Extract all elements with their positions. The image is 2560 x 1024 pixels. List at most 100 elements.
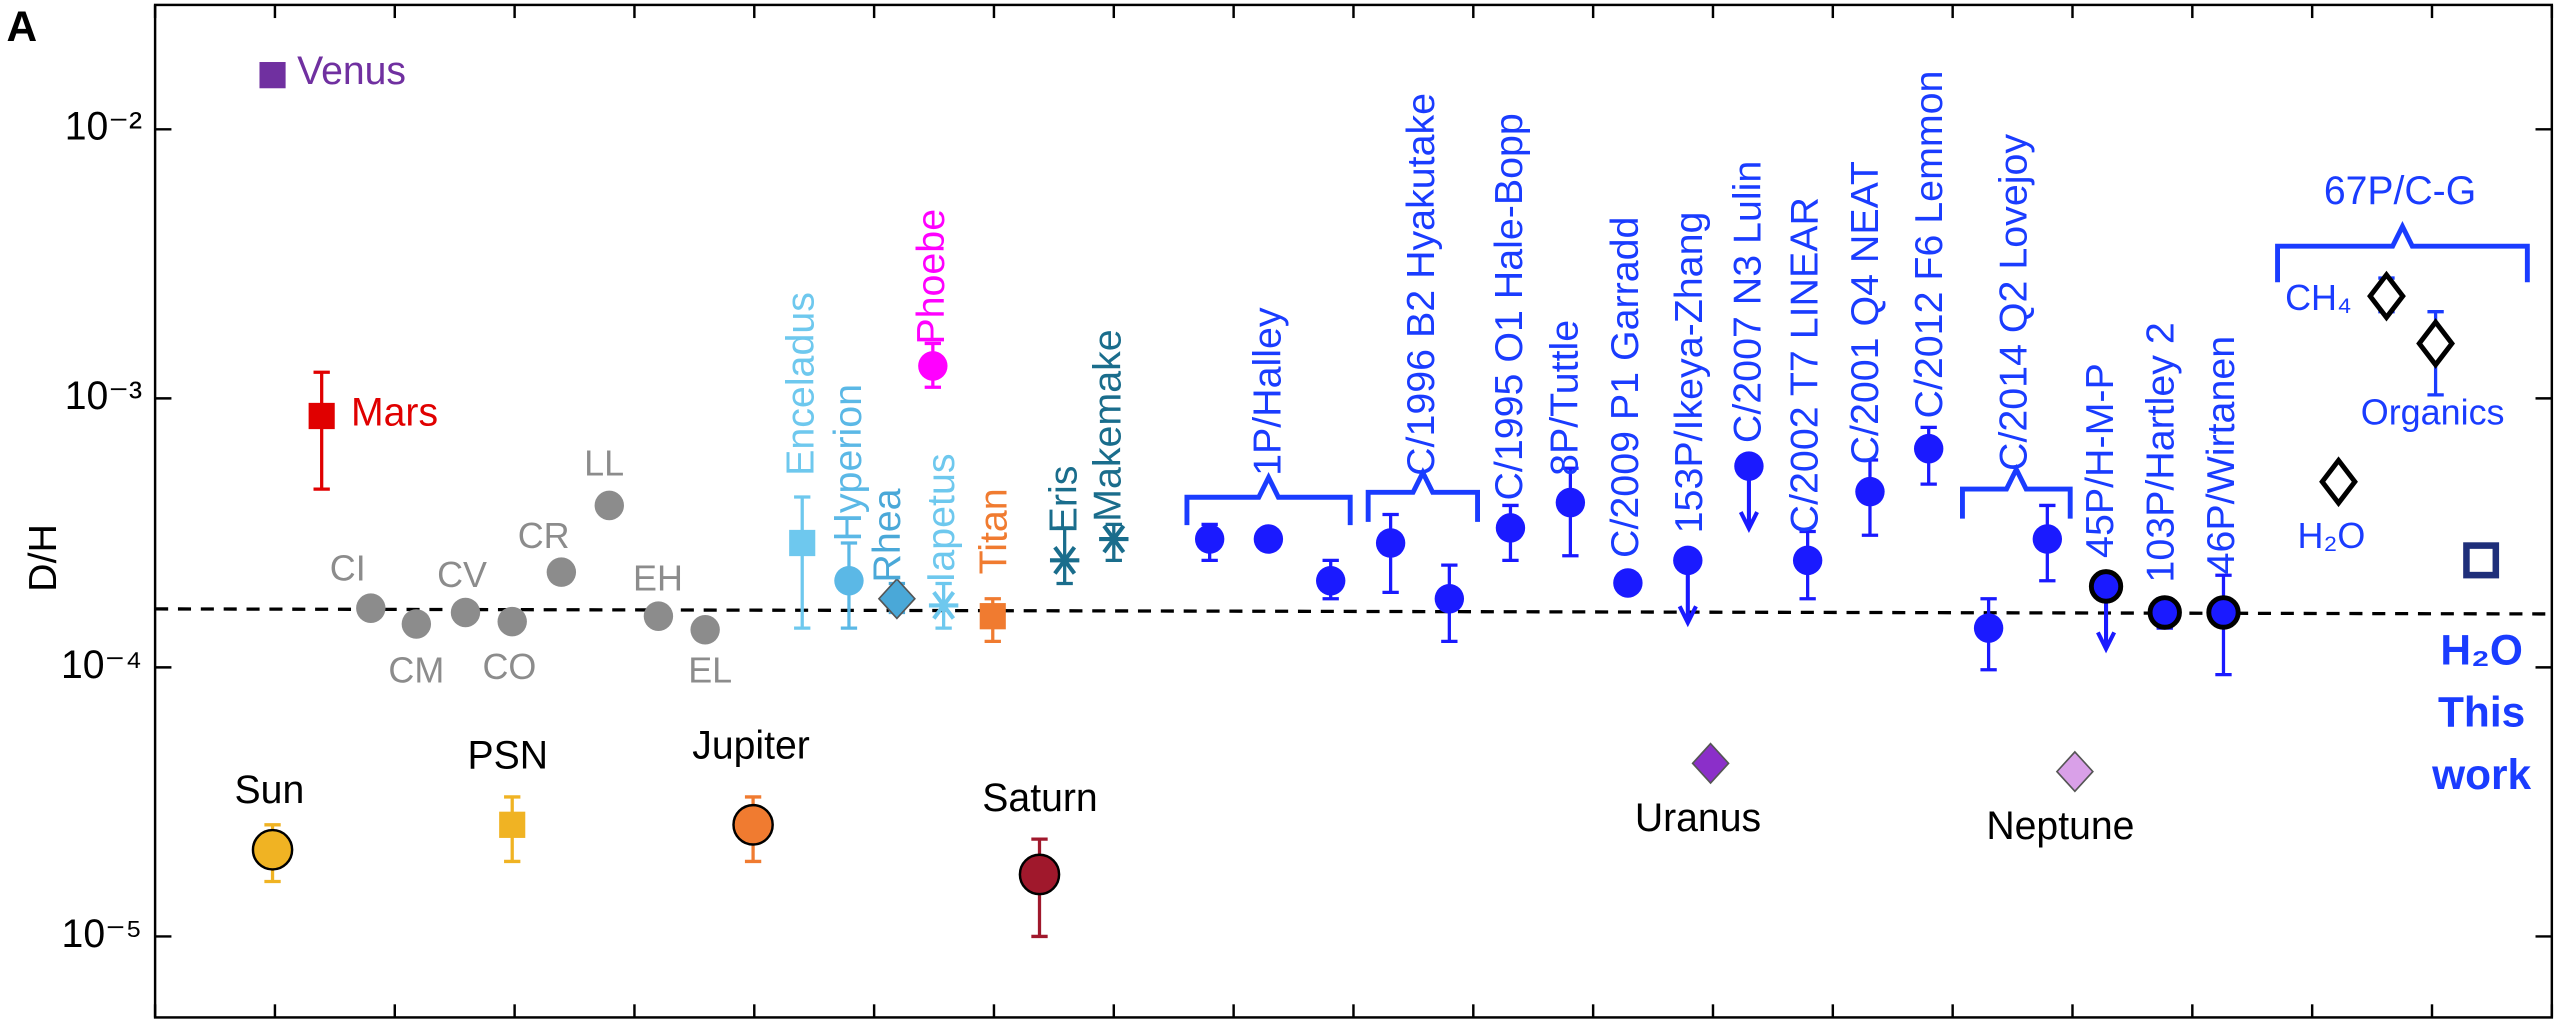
group-bracket	[2275, 220, 2530, 283]
point-label: H₂O	[2298, 515, 2366, 556]
marker	[1973, 613, 2004, 643]
point-label: CR	[518, 515, 570, 556]
marker	[497, 606, 527, 637]
marker	[546, 557, 577, 587]
marker	[1434, 583, 1465, 614]
marker	[1099, 524, 1129, 554]
point-label: C/2009 P1 Garradd	[1603, 217, 1647, 558]
point-label: 46P/Wirtanen	[2199, 336, 2243, 575]
point-label: EL	[688, 649, 732, 690]
point-label: PSN	[467, 733, 548, 777]
marker	[1495, 513, 1526, 543]
marker	[1555, 487, 1586, 518]
point-label: Saturn	[982, 776, 1097, 820]
annotation: This	[2438, 689, 2525, 737]
point-label: Mars	[351, 390, 438, 434]
marker	[643, 601, 674, 631]
marker	[2416, 318, 2456, 369]
marker	[259, 62, 286, 89]
marker	[1253, 524, 1284, 554]
marker	[1018, 853, 1061, 896]
point-label: CO	[482, 646, 536, 687]
marker	[251, 828, 294, 871]
point-label: EH	[633, 557, 683, 598]
point-label: CI	[330, 548, 366, 589]
point-label: Phoebe	[909, 209, 953, 345]
point-label: Sun	[235, 768, 305, 812]
marker	[450, 597, 481, 628]
marker	[1375, 528, 1406, 558]
group-label: 67P/C-G	[2324, 169, 2476, 213]
point-label: C/2012 F6 Lemmon	[1907, 71, 1951, 419]
marker	[690, 615, 720, 645]
marker	[918, 351, 948, 381]
point-label: Enceladus	[779, 292, 823, 476]
marker	[1734, 451, 1764, 481]
error-bar	[794, 495, 811, 630]
point-label: Titan	[971, 488, 1015, 574]
y-axis-label: D/H	[21, 524, 65, 592]
marker	[2032, 524, 2063, 554]
point-label: Neptune	[1986, 804, 2134, 848]
marker	[1691, 742, 1730, 785]
marker	[401, 609, 432, 639]
point-label: C/1995 O1 Hale-Bopp	[1487, 113, 1531, 500]
group-bracket	[1184, 472, 1353, 526]
marker	[979, 603, 1006, 630]
marker	[2088, 569, 2124, 604]
point-label: 103P/Hartley 2	[2139, 322, 2183, 582]
point-label: C/2002 T7 LINEAR	[1783, 197, 1827, 533]
point-label: 45P/H-M-P	[2078, 363, 2122, 558]
marker	[789, 529, 816, 557]
marker	[1792, 545, 1823, 576]
point-label: Rhea	[865, 488, 909, 582]
point-label: Uranus	[1635, 796, 1761, 840]
point-label: Eris	[1042, 466, 1086, 534]
point-label: LL	[584, 443, 624, 484]
marker	[356, 593, 386, 623]
group-bracket	[1960, 463, 2073, 519]
marker	[1316, 565, 1346, 596]
marker	[499, 811, 526, 838]
point-label: CV	[437, 554, 487, 595]
annotation: H₂O	[2440, 626, 2523, 674]
group-label: 1P/Halley	[1246, 307, 1290, 476]
group-label: C/1996 B2 Hyakutake	[1399, 93, 1443, 476]
y-tick-label: 10⁻⁵	[62, 912, 142, 956]
marker	[594, 490, 624, 521]
marker	[732, 803, 774, 846]
marker	[1613, 568, 1643, 598]
marker	[877, 577, 916, 620]
point-label: Venus	[297, 49, 406, 93]
point-label: 153P/Ikeya-Zhang	[1667, 212, 1711, 534]
group-bracket	[1365, 467, 1480, 522]
point-label: CH₄	[2285, 277, 2352, 318]
error-bar	[1056, 526, 1073, 586]
point-label: Makemake	[1086, 329, 1130, 522]
marker	[1855, 476, 1885, 507]
error-bar	[313, 370, 330, 491]
marker	[2147, 595, 2182, 630]
point-label: CM	[388, 649, 444, 690]
point-label: C/2001 Q4 NEAT	[1843, 161, 1887, 464]
panel-label: A	[7, 3, 38, 51]
point-label: Iapetus	[919, 453, 963, 582]
annotation: work	[2431, 751, 2531, 799]
point-label: Organics	[2361, 392, 2505, 433]
marker	[1673, 545, 1703, 576]
marker	[2319, 456, 2358, 508]
marker	[2367, 270, 2406, 322]
marker	[1913, 433, 1944, 464]
marker	[834, 565, 864, 596]
y-tick-label: 10⁻⁴	[61, 643, 142, 687]
y-tick-label: 10⁻³	[65, 374, 142, 418]
marker	[928, 591, 959, 620]
point-label: C/2007 N3 Lulin	[1726, 161, 1770, 443]
marker	[1049, 545, 1080, 575]
marker	[308, 402, 335, 430]
marker	[2463, 542, 2500, 579]
marker	[2055, 750, 2094, 793]
plot-frame	[153, 3, 2554, 1019]
